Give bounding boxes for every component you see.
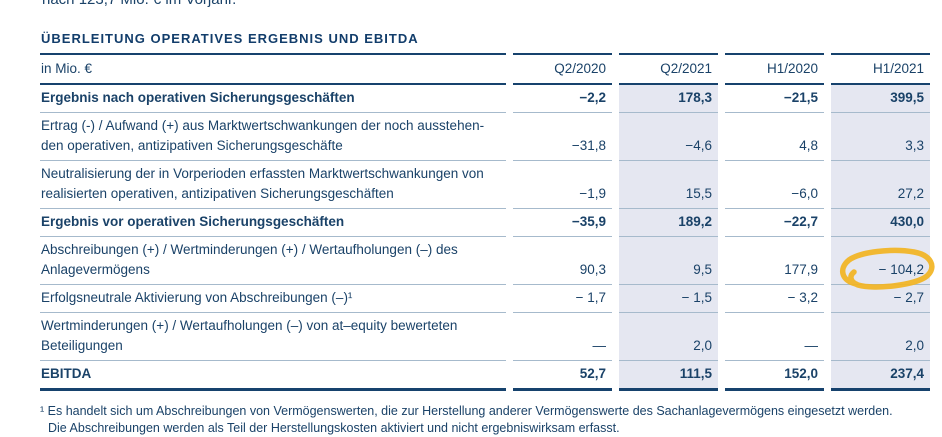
cell-value: − 3,2 (725, 285, 824, 313)
cell-value: −1,9 (513, 161, 612, 209)
table-row: Neutralisierung der in Vorperioden erfas… (40, 161, 930, 209)
cell-value: — (725, 313, 824, 361)
cell-value: 189,2 (619, 209, 718, 237)
cell-value: — (513, 313, 612, 361)
cell-value: 430,0 (831, 209, 930, 237)
cell-value: −4,6 (619, 113, 718, 161)
row-label: Ergebnis vor operativen Sicherungsgeschä… (40, 209, 506, 237)
footnote: ¹ Es handelt sich um Abschreibungen von … (40, 403, 930, 437)
cell-value: −35,9 (513, 209, 612, 237)
row-label: Ertrag (-) / Aufwand (+) aus Marktwertsc… (40, 113, 506, 161)
cell-value: 9,5 (619, 237, 718, 285)
intro-partial-text: nach 123,7 Mio. € im Vorjahr. (42, 0, 236, 9)
row-label: Ergebnis nach operativen Sicherungsgesch… (40, 85, 506, 113)
table-row-ebitda: EBITDA 52,7 111,5 152,0 237,4 (40, 361, 930, 391)
column-header-h1-2021: H1/2021 (831, 53, 930, 85)
footnote-line-2: Die Abschreibungen werden als Teil der H… (48, 421, 620, 435)
table-row: Ertrag (-) / Aufwand (+) aus Marktwertsc… (40, 113, 930, 161)
cell-value: 3,3 (831, 113, 930, 161)
cell-value: −31,8 (513, 113, 612, 161)
cell-value: 27,2 (831, 161, 930, 209)
cell-value: −6,0 (725, 161, 824, 209)
row-label: Neutralisierung der in Vorperioden erfas… (40, 161, 506, 209)
table-title: ÜBERLEITUNG OPERATIVES ERGEBNIS UND EBIT… (41, 31, 419, 46)
cell-value: −22,7 (725, 209, 824, 237)
row-label: Wertminderungen (+) / Wertaufholungen (–… (40, 313, 506, 361)
cell-value: 152,0 (725, 361, 824, 391)
row-label: EBITDA (40, 361, 506, 391)
row-label: Abschreibungen (+) / Wertminderungen (+)… (40, 237, 506, 285)
cell-value: 178,3 (619, 85, 718, 113)
report-section: ÜBERLEITUNG OPERATIVES ERGEBNIS UND EBIT… (40, 31, 935, 437)
table-row: Ergebnis nach operativen Sicherungsgesch… (40, 85, 930, 113)
column-header-q2-2021: Q2/2021 (619, 53, 718, 85)
footnote-line-1: ¹ Es handelt sich um Abschreibungen von … (40, 404, 893, 418)
cell-value: 2,0 (619, 313, 718, 361)
table-header-row: in Mio. € Q2/2020 Q2/2021 H1/2020 H1/202… (40, 53, 930, 85)
cell-value: 399,5 (831, 85, 930, 113)
cell-value: 4,8 (725, 113, 824, 161)
cell-value: −21,5 (725, 85, 824, 113)
cell-value: 90,3 (513, 237, 612, 285)
cell-value: 2,0 (831, 313, 930, 361)
cell-value: 237,4 (831, 361, 930, 391)
cell-value-highlighted: − 104,2 (831, 237, 935, 290)
table-row: Abschreibungen (+) / Wertminderungen (+)… (40, 237, 935, 290)
reconciliation-table: in Mio. € Q2/2020 Q2/2021 H1/2020 H1/202… (40, 53, 935, 391)
unit-label: in Mio. € (40, 53, 506, 85)
cell-value: −2,2 (513, 85, 612, 113)
table-row: Wertminderungen (+) / Wertaufholungen (–… (40, 313, 930, 361)
cell-value: − 104,2 (878, 262, 924, 277)
cell-value: 52,7 (513, 361, 612, 391)
table-row: Ergebnis vor operativen Sicherungsgeschä… (40, 209, 930, 237)
cell-value: − 2,7 (831, 285, 930, 313)
cell-value: 177,9 (725, 237, 824, 285)
cell-value: − 1,7 (513, 285, 612, 313)
row-label: Erfolgsneutrale Aktivierung von Abschrei… (40, 285, 506, 313)
table-row: Erfolgsneutrale Aktivierung von Abschrei… (40, 285, 930, 313)
column-header-q2-2020: Q2/2020 (513, 53, 612, 85)
column-header-h1-2020: H1/2020 (725, 53, 824, 85)
cell-value: − 1,5 (619, 285, 718, 313)
cell-value: 15,5 (619, 161, 718, 209)
cell-value: 111,5 (619, 361, 718, 391)
